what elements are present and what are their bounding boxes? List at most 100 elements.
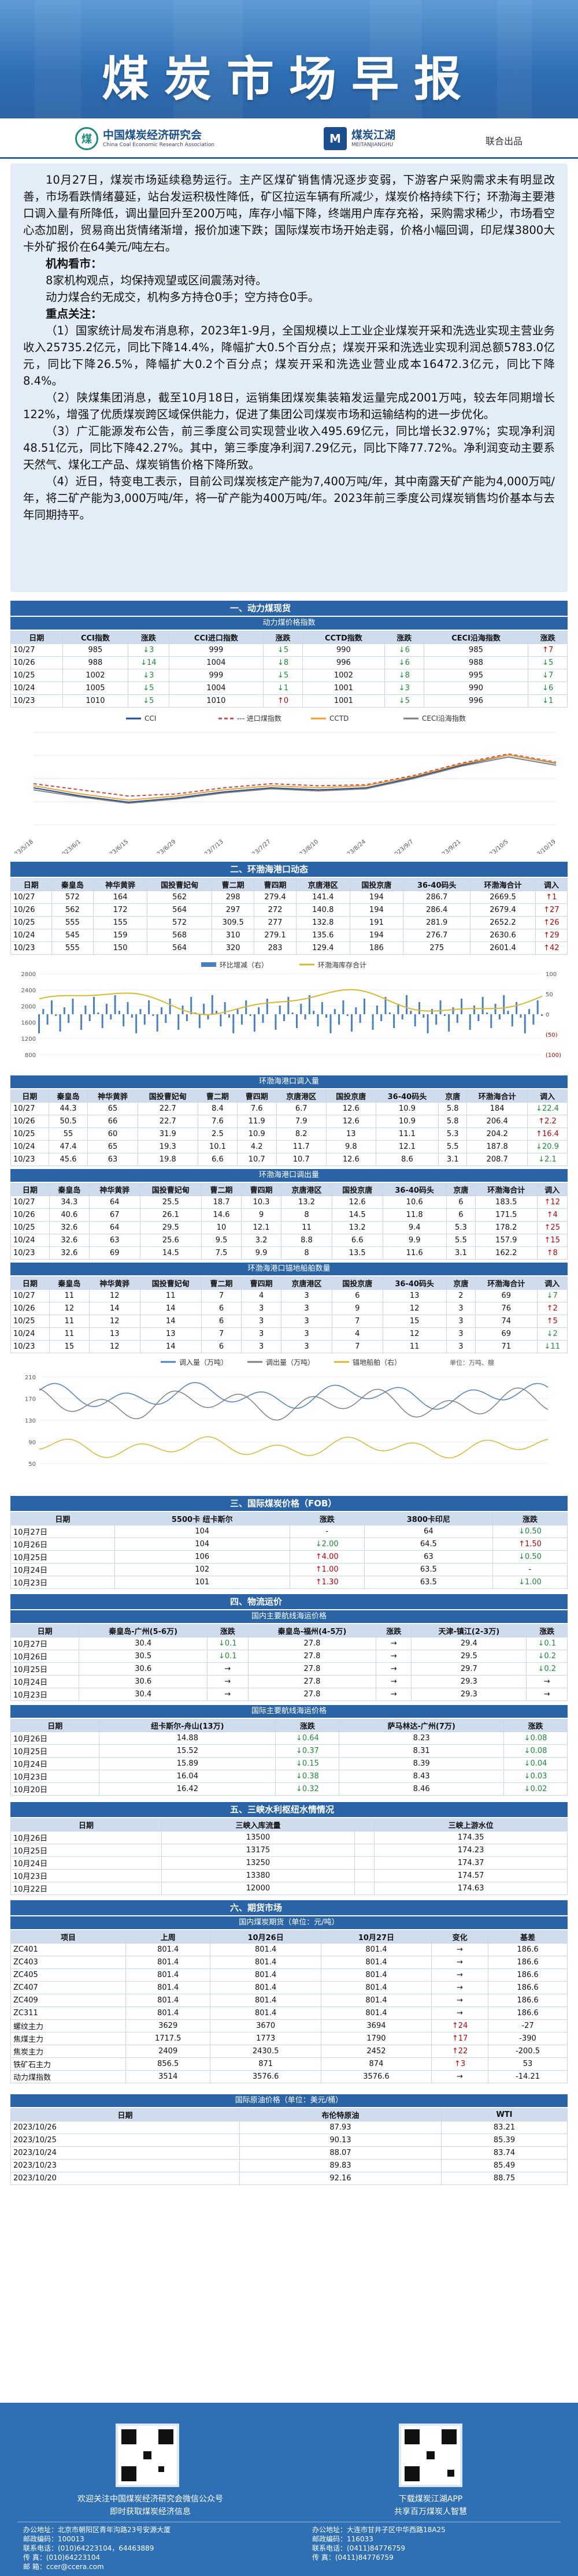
table-inflow: 日期 秦皇岛 神华黄骅 国投曹妃甸 曹二期 曹四期 京唐港区 国投京唐 36-40码头 京唐 环渤海… <box>10 1089 568 1166</box>
y-tick-label: 2400 <box>21 988 36 994</box>
table-cell: 8.23 <box>339 1732 504 1745</box>
table-cell: 16.42 <box>99 1782 276 1796</box>
table-cell: ↓5 <box>128 682 169 695</box>
table-cell: ↓2.1 <box>527 1153 568 1166</box>
footer: 欢迎关注中国煤炭经济研究会微信公众号 即时获取煤炭经济信息 下载煤炭江湖APP … <box>0 2403 578 2576</box>
table-row: 10月22日 12000 174.63 <box>10 1882 568 1895</box>
table-cell: 3514 <box>125 2070 211 2083</box>
series-line <box>33 754 557 801</box>
table-row: 10月26日 14.88 ↓0.64 8.23 ↓0.08 <box>10 1732 568 1745</box>
footer-app-line1: 下载煤炭江湖APP <box>398 2495 463 2504</box>
table-cell: 9 <box>331 1302 383 1315</box>
table-header-cell: 京唐 <box>438 1089 468 1103</box>
footer-app-line2: 共享百万煤炭人智慧 <box>394 2507 467 2517</box>
table-cell: 10/23 <box>10 694 63 708</box>
change-bar <box>355 1007 357 1014</box>
table-row: 10/24 32.6 63 25.6 9.5 3.2 8.8 6.6 9.9 5.5 157.9 ↑1… <box>10 1234 568 1247</box>
table-header-cell: 京唐港区 <box>281 1183 332 1196</box>
table-cell: 159 <box>93 929 147 942</box>
change-bar <box>203 1004 205 1014</box>
subtitle-anchorage: 环渤海港口锚地船舶数量 <box>10 1263 568 1275</box>
table-cell: 55 <box>48 1127 88 1141</box>
table-header-cell: CECI沿海指数 <box>423 631 529 644</box>
table-cell: ↓22.4 <box>527 1102 568 1115</box>
table-cell: → <box>431 1943 489 1956</box>
table-cell: 3 <box>241 1327 282 1341</box>
table-cell: 6.6 <box>331 1234 383 1247</box>
table-header-cell: 调入 <box>536 1276 568 1290</box>
table-cell: 990 <box>302 643 386 657</box>
table-cell: 1773 <box>210 2032 321 2045</box>
table-cell: 10/25 <box>10 669 63 682</box>
table-cell: 8.39 <box>339 1757 504 1770</box>
cces-logo: 煤 中国煤炭经济研究会 China Coal Economic Research… <box>75 125 214 152</box>
table-cell: 157.9 <box>475 1234 538 1247</box>
table-cell: 2.5 <box>198 1127 238 1141</box>
y2-tick-label: (100) <box>546 1052 561 1059</box>
table-cell: 174.57 <box>374 1869 568 1882</box>
table-cell: → <box>376 1662 412 1676</box>
series-line <box>33 754 557 803</box>
table-cell: ↓0.37 <box>275 1744 340 1758</box>
table-cell: 34.3 <box>49 1196 90 1209</box>
table-cell: ↓5 <box>263 669 303 682</box>
table-header-cell: 秦皇岛 <box>51 878 94 891</box>
table-cell: 2 <box>446 1289 476 1302</box>
series-line <box>39 1382 549 1410</box>
subtitle-domestic-futures: 国内煤炭期货（单位：元/吨） <box>10 1916 568 1929</box>
table-header-cell: 日期 <box>10 878 52 891</box>
table-row: 10/23 45.6 63 19.8 6.6 10.7 10.7 12.6 8.6 3.1 208.… <box>10 1153 568 1166</box>
table-cell: 174.63 <box>374 1882 568 1895</box>
x-tick-label: 2023/6/1 <box>58 839 82 854</box>
table-intl-price: 日期 5500卡 纽卡斯尔 涨跌 3800卡印尼 涨跌 10月27日 104-64 ↓0.50… <box>10 1512 568 1589</box>
table-cell: 14 <box>139 1340 202 1353</box>
table-cell: 172 <box>93 903 147 917</box>
table-cell: 3 <box>281 1289 332 1302</box>
table-cell: 564 <box>146 903 213 917</box>
table-cell: 1004 <box>168 682 264 695</box>
change-bar <box>207 1014 209 1019</box>
change-bar <box>507 1011 509 1014</box>
legend-label: 调入量（万吨） <box>179 1358 228 1367</box>
table-cell: 29.3 <box>411 1675 527 1688</box>
intro-p7: （4）近日，特变电工表示，目前公司煤炭核定产能为7,400万吨/年，其中南露天矿… <box>23 475 555 522</box>
table-cell: 30.4 <box>79 1637 208 1650</box>
table-cell: 12000 <box>161 1882 355 1895</box>
table-header-cell: 国投京唐 <box>331 1276 383 1290</box>
change-bar <box>249 1014 251 1016</box>
table-cell <box>354 1856 375 1870</box>
table-cell: ↓2 <box>536 1327 568 1341</box>
change-bar <box>50 1000 53 1014</box>
table-cell: 10/24 <box>10 929 52 942</box>
table-cell: ↑7 <box>528 643 568 657</box>
table-cell: 6 <box>446 1196 476 1209</box>
table-cell: 1002 <box>302 669 386 682</box>
table-cell: ↓3 <box>128 643 169 657</box>
table-cell: 26.1 <box>139 1208 202 1222</box>
table-cell: 14.6 <box>201 1208 242 1222</box>
table-cell: 11 <box>49 1289 90 1302</box>
series-line <box>39 1387 549 1421</box>
table-cell: 焦煤主力 <box>10 2032 126 2045</box>
qr-code-wechat[interactable] <box>116 2424 179 2487</box>
table-cell: 22.7 <box>137 1102 199 1115</box>
table-cell: 10/26 <box>10 656 63 669</box>
legend-label: CECI沿海指数 <box>422 714 466 723</box>
table-cell <box>354 1844 375 1857</box>
table-cell: 30.5 <box>79 1650 208 1663</box>
legend-label: 环渤海库存合计 <box>318 961 366 969</box>
table-cell: 135.6 <box>295 929 350 942</box>
table-cell: 11 <box>49 1315 90 1328</box>
table-cell: → <box>207 1688 249 1701</box>
table-cell: 999 <box>168 643 264 657</box>
table-header-cell <box>354 1818 375 1832</box>
footer-addr-right: 办公地址：大连市甘井子区中华西路18A25 <box>312 2526 446 2534</box>
series-line <box>33 753 557 797</box>
qr-code-app[interactable] <box>399 2424 462 2487</box>
table-cell: 102 <box>114 1563 290 1576</box>
section-title-thermal-coal: 一、动力煤现货 <box>10 601 568 616</box>
table-cell: 3 <box>241 1340 282 1353</box>
table-cell: 27.8 <box>247 1688 377 1701</box>
table-cell: 13380 <box>161 1869 355 1882</box>
table-cell: ↓1.00 <box>492 1576 568 1589</box>
